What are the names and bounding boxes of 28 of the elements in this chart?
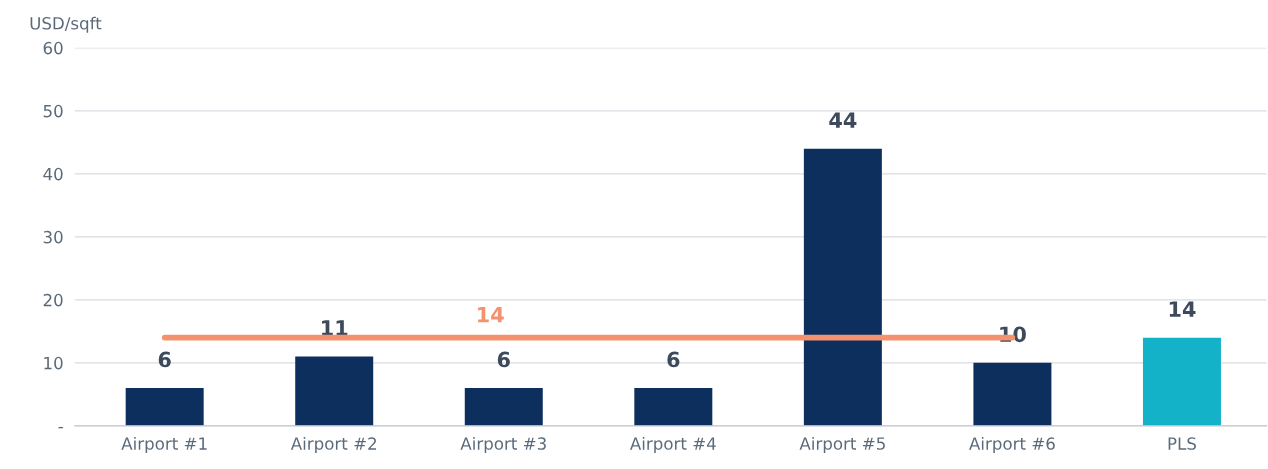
x-tick-label: Airport #6 xyxy=(969,436,1055,454)
y-tick-label: - xyxy=(58,426,63,429)
bar xyxy=(634,388,713,426)
data-label: 14 xyxy=(1169,301,1196,317)
data-label: 6 xyxy=(158,351,171,368)
y-axis-title: USD/sqft xyxy=(30,16,102,33)
bar xyxy=(803,148,882,426)
x-tick-label: Airport #5 xyxy=(799,436,885,454)
x-tick-label: PLS xyxy=(1168,437,1196,450)
bar xyxy=(125,388,204,426)
bar xyxy=(464,388,543,426)
y-tick-label: 60 xyxy=(43,41,63,55)
y-tick-label: 40 xyxy=(43,167,63,181)
x-tick-label: Airport #2 xyxy=(290,436,377,454)
bar xyxy=(1142,337,1221,426)
data-label: 6 xyxy=(667,351,680,368)
ref-line-label: 14 xyxy=(478,307,504,323)
x-tick-label: Airport #4 xyxy=(629,436,716,454)
bar xyxy=(295,356,374,426)
data-label: 44 xyxy=(829,112,857,128)
y-tick-label: 30 xyxy=(43,230,63,244)
data-label: 6 xyxy=(497,351,510,368)
x-tick-label: Airport #3 xyxy=(460,436,546,454)
x-tick-label: Airport #1 xyxy=(121,436,207,454)
y-tick-label: 20 xyxy=(43,293,63,307)
bar xyxy=(973,362,1052,426)
y-tick-label: 10 xyxy=(44,356,63,370)
y-tick-label: 50 xyxy=(43,104,63,118)
